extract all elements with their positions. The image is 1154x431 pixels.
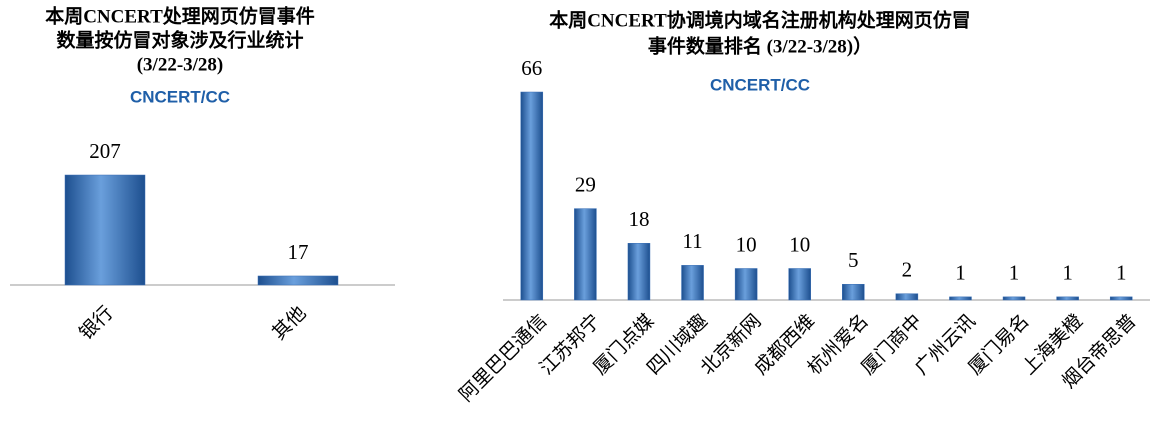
data-label: 1 — [955, 261, 966, 285]
bar — [1056, 296, 1079, 301]
bar — [895, 293, 919, 301]
bar — [1002, 296, 1026, 301]
bar — [788, 268, 811, 301]
chart-title: 本周CNCERT处理网页仿冒事件 — [45, 4, 315, 27]
bar — [949, 296, 972, 301]
data-label: 5 — [848, 248, 859, 272]
data-label: 1 — [1062, 261, 1073, 285]
logo: CNCERT/CC — [710, 75, 810, 94]
data-label: 2 — [902, 258, 913, 282]
bar — [64, 174, 146, 286]
chart-title: 本周CNCERT协调境内域名注册机构处理网页仿冒 — [549, 8, 971, 31]
bar — [574, 208, 597, 301]
bar — [1109, 296, 1133, 301]
chart-title: 数量按仿冒对象涉及行业统计 — [56, 28, 303, 51]
data-label: 17 — [288, 240, 309, 264]
x-tick-label: 其他 — [268, 302, 310, 344]
x-tick-label: 阿里巴巴通信 — [455, 310, 551, 406]
data-label: 1 — [1009, 261, 1020, 285]
data-label: 11 — [682, 229, 702, 253]
data-label: 18 — [628, 207, 649, 231]
data-label: 1 — [1116, 261, 1127, 285]
data-label: 66 — [521, 56, 542, 80]
bar — [842, 283, 865, 301]
bar — [734, 268, 758, 301]
logo: CNCERT/CC — [130, 87, 230, 106]
data-label: 10 — [736, 232, 757, 256]
data-label: 29 — [575, 172, 596, 196]
bar — [681, 265, 704, 301]
bar — [520, 91, 544, 301]
x-tick-label: 银行 — [75, 302, 117, 344]
chart-title: 事件数量排名 (3/22-3/28)） — [648, 34, 872, 57]
bar — [627, 243, 651, 301]
chart-title: (3/22-3/28) — [137, 54, 224, 75]
data-label: 10 — [789, 232, 810, 256]
data-label: 207 — [89, 139, 121, 163]
bar — [257, 275, 339, 286]
